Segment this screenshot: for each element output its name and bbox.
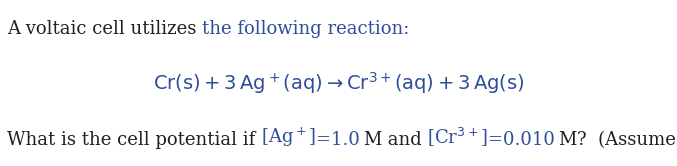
Text: [Cr$^{3+}$]: [Cr$^{3+}$] [427, 126, 488, 149]
Text: What is the cell potential if: What is the cell potential if [7, 131, 261, 149]
Text: the following reaction:: the following reaction: [202, 20, 410, 38]
Text: A voltaic cell utilizes: A voltaic cell utilizes [7, 20, 202, 38]
Text: [Ag$^+$]: [Ag$^+$] [261, 126, 316, 149]
Text: M: M [364, 131, 382, 149]
Text: M: M [559, 131, 577, 149]
Text: =0.010: =0.010 [488, 131, 559, 149]
Text: $\mathrm{Cr(s) + 3\,Ag^+(aq) \rightarrow Cr^{3+}(aq) + 3\,Ag(s)}$: $\mathrm{Cr(s) + 3\,Ag^+(aq) \rightarrow… [153, 70, 524, 96]
Text: ?  (Assume 298K): ? (Assume 298K) [577, 131, 677, 149]
Text: and: and [382, 131, 427, 149]
Text: =1.0: =1.0 [316, 131, 364, 149]
